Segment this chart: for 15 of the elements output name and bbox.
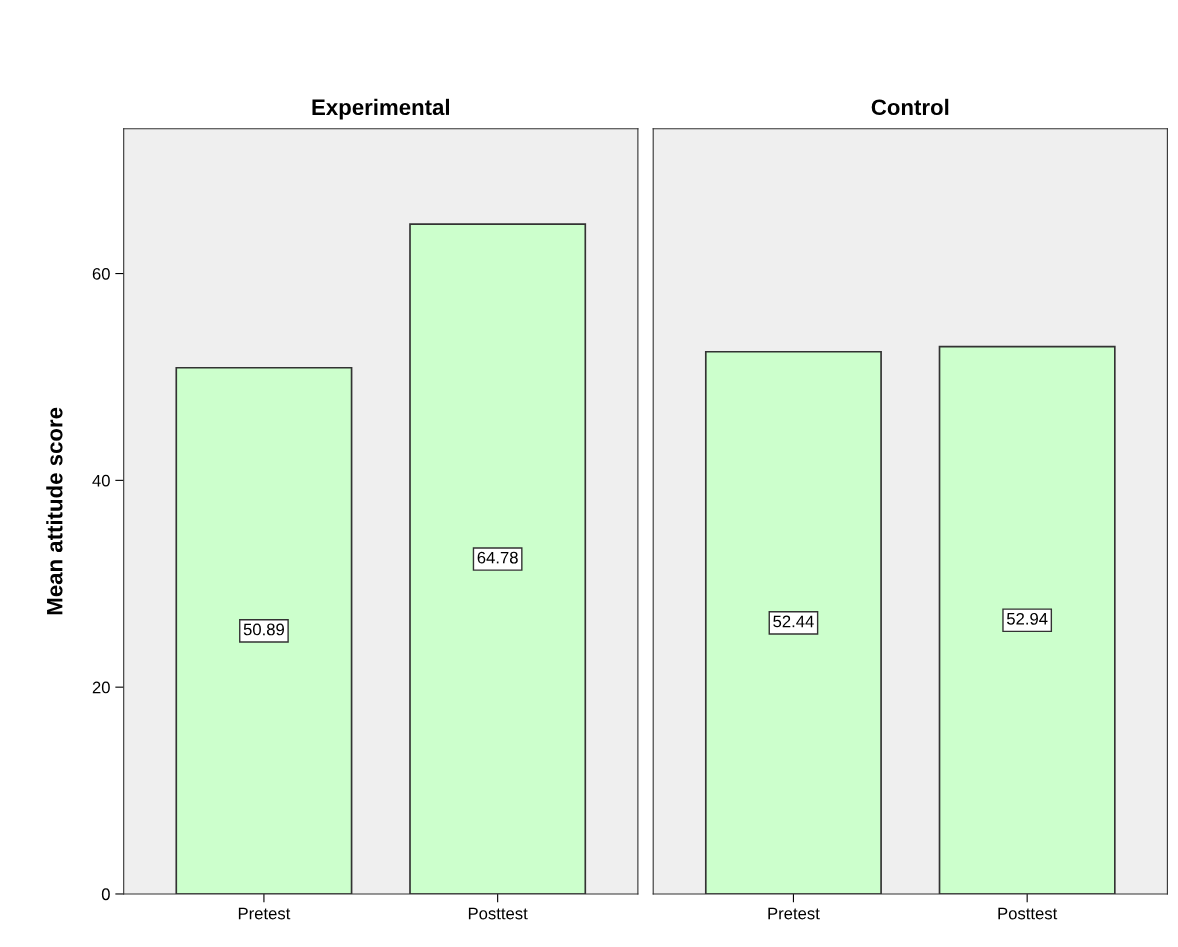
data-label: 64.78 [477,551,518,564]
chart-title: Experimental [312,98,449,120]
y-tick-label: 60 [92,267,110,280]
data-label: 50.89 [243,623,284,636]
data-label: 52.94 [1006,612,1048,625]
x-tick-label: Posttest [468,907,528,920]
x-tick-label: Pretest [768,907,820,920]
chart-title: Control [871,98,949,116]
y-tick-label: 40 [92,474,110,487]
y-tick-label: 20 [92,681,110,694]
x-tick-label: Pretest [238,907,291,920]
x-tick-label: Posttest [998,907,1058,920]
y-axis-title: Mean attitude score [46,407,63,615]
data-label: 52.44 [773,615,814,628]
y-tick-label: 0 [101,888,110,901]
